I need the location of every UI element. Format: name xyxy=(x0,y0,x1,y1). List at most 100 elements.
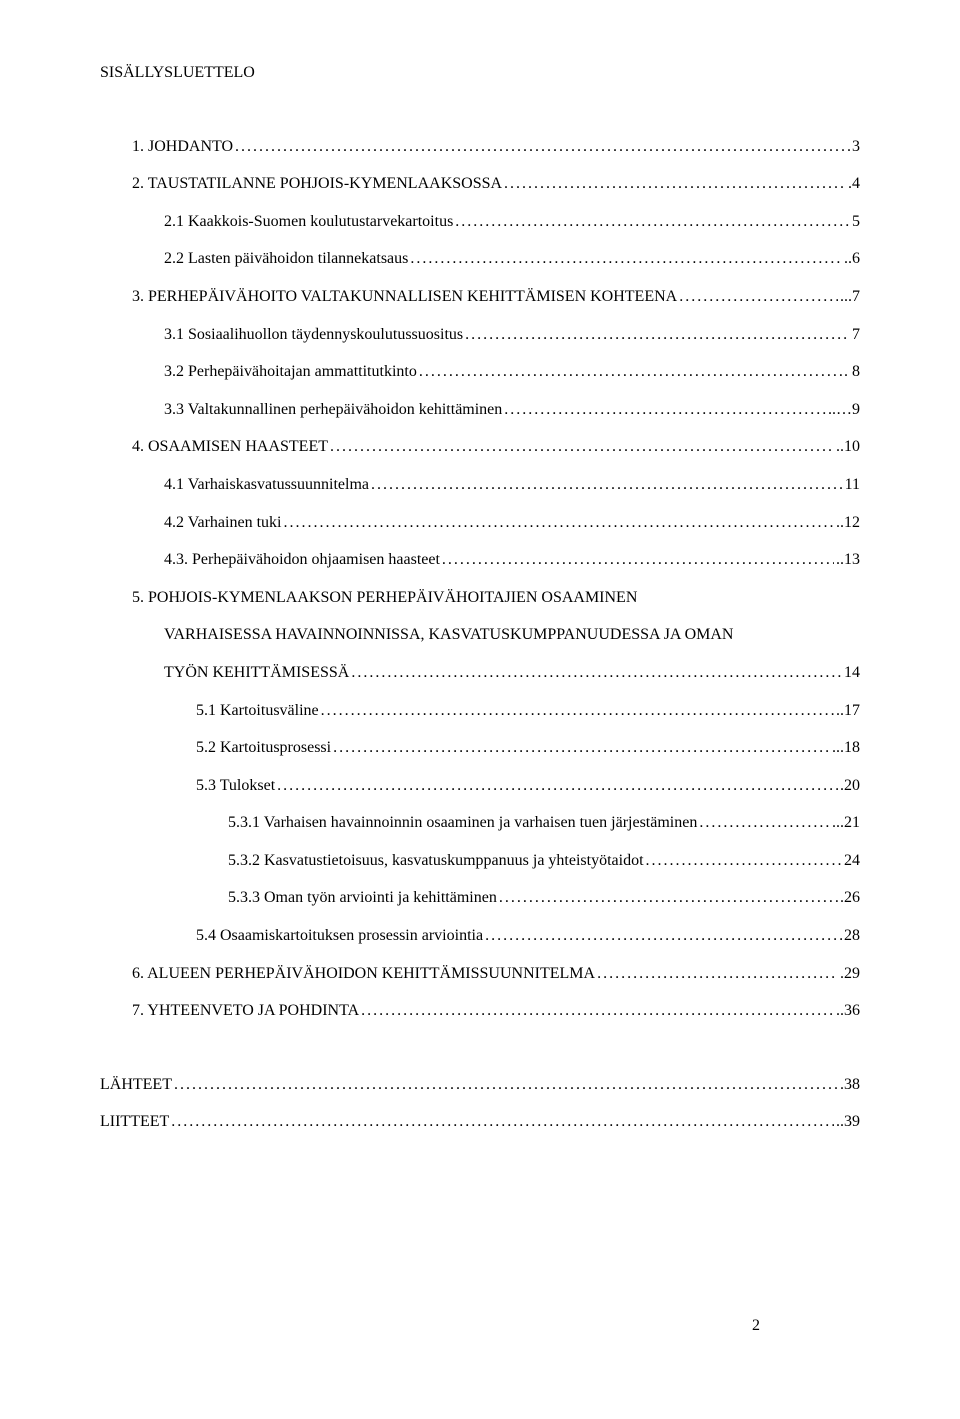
toc-dots xyxy=(504,171,846,197)
toc-entry-label: 3. PERHEPÄIVÄHOITO VALTAKUNNALLISEN KEHI… xyxy=(132,284,677,310)
toc-dots xyxy=(485,923,842,949)
toc-dots xyxy=(504,397,826,423)
toc-entry: 1. JOHDANTO 3 xyxy=(100,134,860,160)
toc-dots xyxy=(699,810,830,836)
toc-entry-page: 7 xyxy=(852,322,860,348)
toc-entry: 5.4 Osaamiskartoituksen prosessin arvioi… xyxy=(100,923,860,949)
toc-entry-label: 5.3.2 Kasvatustietoisuus, kasvatuskumppa… xyxy=(228,848,644,874)
toc-entry-page: ...18 xyxy=(832,735,860,761)
toc-entry-page: ...7 xyxy=(840,284,860,310)
section-gap xyxy=(100,1036,860,1072)
toc-entry-page: 3 xyxy=(852,134,860,160)
toc-title: SISÄLLYSLUETTELO xyxy=(100,60,860,86)
toc-entry-page: .4 xyxy=(848,171,860,197)
toc-entry-label: 5.1 Kartoitusväline xyxy=(196,698,319,724)
toc-entry-label: 3.2 Perhepäivähoitajan ammattitutkinto xyxy=(164,359,417,385)
toc-entry-label: 3.3 Valtakunnallinen perhepäivähoidon ke… xyxy=(164,397,502,423)
toc-entry: 2.1 Kaakkois-Suomen koulutustarvekartoit… xyxy=(100,209,860,235)
toc-dots xyxy=(455,209,850,235)
page-number: 2 xyxy=(752,1313,760,1339)
toc-entry-label: 6. ALUEEN PERHEPÄIVÄHOIDON KEHITTÄMISSUU… xyxy=(132,961,595,987)
toc-entry-page: . 8 xyxy=(844,359,860,385)
toc-entry: 2.2 Lasten päivähoidon tilannekatsaus ..6 xyxy=(100,246,860,272)
toc-entry-label: 4.1 Varhaiskasvatussuunnitelma xyxy=(164,472,369,498)
toc-entry: 6. ALUEEN PERHEPÄIVÄHOIDON KEHITTÄMISSUU… xyxy=(100,961,860,987)
toc-entry-label: LIITTEET xyxy=(100,1109,169,1135)
toc-entry-page: .29 xyxy=(840,961,860,987)
toc-entry-label: 5.3 Tulokset xyxy=(196,773,275,799)
toc-entry: 4.3. Perhepäivähoidon ohjaamisen haastee… xyxy=(100,547,860,573)
toc-entry: 4.2 Varhainen tuki ..12 xyxy=(100,510,860,536)
toc-dots xyxy=(410,246,842,272)
toc-entry-label: 5.2 Kartoitusprosessi xyxy=(196,735,331,761)
toc-entry-page: ..36 xyxy=(836,998,860,1024)
toc-entry-label: 4. OSAAMISEN HAASTEET xyxy=(132,434,328,460)
toc-dots xyxy=(330,434,834,460)
toc-dots xyxy=(283,510,834,536)
toc-entry: 5.3.2 Kasvatustietoisuus, kasvatuskumppa… xyxy=(100,848,860,874)
toc-dots xyxy=(333,735,830,761)
toc-dots xyxy=(174,1072,838,1098)
toc-entry: 5.3 Tulokset.20 xyxy=(100,773,860,799)
toc-dots xyxy=(499,885,838,911)
toc-entry-label: 2.1 Kaakkois-Suomen koulutustarvekartoit… xyxy=(164,209,453,235)
toc-entry-page: 11 xyxy=(845,472,860,498)
toc-dots xyxy=(171,1109,834,1135)
toc-entry-label: 2.2 Lasten päivähoidon tilannekatsaus xyxy=(164,246,408,272)
toc-entry: 7. YHTEENVETO JA POHDINTA ..36 xyxy=(100,998,860,1024)
toc-entry-label: 5.3.1 Varhaisen havainnoinnin osaaminen … xyxy=(228,810,697,836)
toc-entry-label: 4.3. Perhepäivähoidon ohjaamisen haastee… xyxy=(164,547,440,573)
toc-entry: VARHAISESSA HAVAINNOINNISSA, KASVATUSKUM… xyxy=(100,622,860,648)
toc-entry-page: ..13 xyxy=(836,547,860,573)
toc-entry-page: ..6 xyxy=(844,246,860,272)
toc-entry: 2. TAUSTATILANNE POHJOIS-KYMENLAAKSOSSA.… xyxy=(100,171,860,197)
toc-entry: 5.3.1 Varhaisen havainnoinnin osaaminen … xyxy=(100,810,860,836)
toc-dots xyxy=(597,961,838,987)
toc-entry-page: ..17 xyxy=(836,698,860,724)
toc-entry-label: TYÖN KEHITTÄMISESSÄ xyxy=(164,660,349,686)
toc-entry-label: 4.2 Varhainen tuki xyxy=(164,510,281,536)
toc-entry: 3.3 Valtakunnallinen perhepäivähoidon ke… xyxy=(100,397,860,423)
toc-entry: 4.1 Varhaiskasvatussuunnitelma 11 xyxy=(100,472,860,498)
toc-entry: 5.3.3 Oman työn arviointi ja kehittämine… xyxy=(100,885,860,911)
toc-entry: 5.2 Kartoitusprosessi ...18 xyxy=(100,735,860,761)
toc-entry: 4. OSAAMISEN HAASTEET ..10 xyxy=(100,434,860,460)
toc-entry-label: VARHAISESSA HAVAINNOINNISSA, KASVATUSKUM… xyxy=(164,622,733,648)
toc-entry-page: ..12 xyxy=(836,510,860,536)
toc-dots xyxy=(277,773,838,799)
toc-entry-page: 5 xyxy=(852,209,860,235)
toc-entry: TYÖN KEHITTÄMISESSÄ 14 xyxy=(100,660,860,686)
toc-entry-label: 1. JOHDANTO xyxy=(132,134,233,160)
toc-entry-page: ..…9 xyxy=(828,397,860,423)
toc-entry-page: 14 xyxy=(844,660,860,686)
toc-entry-label: 7. YHTEENVETO JA POHDINTA xyxy=(132,998,359,1024)
toc-dots xyxy=(321,698,834,724)
toc-list: 1. JOHDANTO 3 2. TAUSTATILANNE POHJOIS-KYM… xyxy=(100,134,860,1135)
toc-entry-page: 24 xyxy=(844,848,860,874)
toc-entry: LÄHTEET .38 xyxy=(100,1072,860,1098)
toc-entry-page: .26 xyxy=(840,885,860,911)
toc-entry-page: ...21 xyxy=(832,810,860,836)
toc-dots xyxy=(235,134,850,160)
toc-entry-label: 3.1 Sosiaalihuollon täydennyskoulutussuo… xyxy=(164,322,463,348)
toc-entry: 5. POHJOIS-KYMENLAAKSON PERHEPÄIVÄHOITAJ… xyxy=(100,585,860,611)
toc-entry: 3.2 Perhepäivähoitajan ammattitutkinto . … xyxy=(100,359,860,385)
toc-entry-page: 28 xyxy=(844,923,860,949)
toc-entry: 5.1 Kartoitusväline ..17 xyxy=(100,698,860,724)
toc-dots xyxy=(465,322,850,348)
toc-entry: 3. PERHEPÄIVÄHOITO VALTAKUNNALLISEN KEHI… xyxy=(100,284,860,310)
toc-dots xyxy=(679,284,838,310)
toc-entry-label: 5.3.3 Oman työn arviointi ja kehittämine… xyxy=(228,885,497,911)
toc-entry-label: LÄHTEET xyxy=(100,1072,172,1098)
document-container: SISÄLLYSLUETTELO 1. JOHDANTO 3 2. TAUSTATI… xyxy=(100,60,860,1379)
toc-entry-label: 5.4 Osaamiskartoituksen prosessin arvioi… xyxy=(196,923,483,949)
toc-entry-page: ..39 xyxy=(836,1109,860,1135)
toc-entry: 3.1 Sosiaalihuollon täydennyskoulutussuo… xyxy=(100,322,860,348)
toc-dots xyxy=(361,998,834,1024)
toc-dots xyxy=(419,359,842,385)
toc-entry-label: 5. POHJOIS-KYMENLAAKSON PERHEPÄIVÄHOITAJ… xyxy=(132,585,637,611)
toc-entry-page: .38 xyxy=(840,1072,860,1098)
toc-entry-page: ..10 xyxy=(836,434,860,460)
toc-entry: LIITTEET ..39 xyxy=(100,1109,860,1135)
toc-dots xyxy=(371,472,843,498)
